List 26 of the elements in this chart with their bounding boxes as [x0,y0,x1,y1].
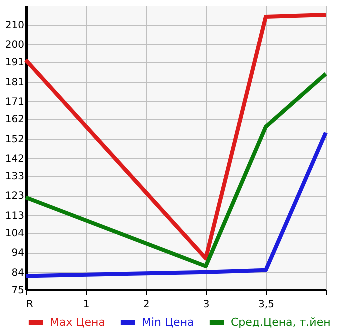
y-tick-label: 123 [5,191,24,202]
x-tick-label: 1 [83,300,90,310]
line-series [24,13,328,261]
legend-label: Сред.Цена, т.йен [231,316,331,329]
y-tick-label: 84 [12,268,24,279]
y-tick-label: 152 [5,134,24,146]
y-tick-label: 162 [5,114,24,126]
y-tick-label: 171 [5,96,24,108]
legend-label: Min Цена [142,316,194,329]
y-tick-label: 133 [5,172,24,183]
y-tick-label: 200 [5,40,24,51]
line-series [24,72,328,268]
y-tick-label: 113 [5,210,24,222]
y-tick-label: 181 [5,77,24,88]
y-tick-label: 210 [5,20,24,32]
y-tick-label: 75 [12,286,24,296]
legend-label: Max Цена [50,316,106,329]
x-tick-label: 2 [143,300,150,310]
y-tick-label: 142 [5,154,24,165]
line-series [24,130,328,278]
x-tick-label: R [26,300,34,310]
x-tick-label: 3,5 [258,300,274,310]
y-tick-label: 104 [5,228,24,240]
y-tick-label: 191 [5,58,24,69]
x-tick-label: 3 [203,300,210,310]
y-tick-label: 94 [12,248,24,260]
